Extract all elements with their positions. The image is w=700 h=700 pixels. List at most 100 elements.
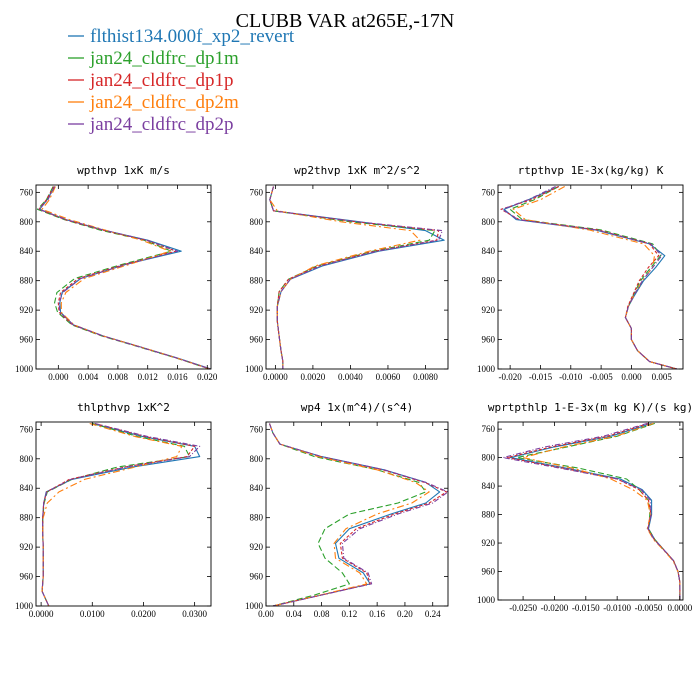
series-line bbox=[39, 186, 212, 370]
y-tick-label: 760 bbox=[20, 424, 34, 434]
x-tick-label: -0.0050 bbox=[635, 603, 663, 613]
series-line bbox=[41, 422, 201, 607]
x-tick-label: 0.004 bbox=[78, 372, 99, 382]
y-tick-label: 840 bbox=[20, 246, 34, 256]
legend-label: jan24_cldfrc_dp2m bbox=[89, 92, 239, 113]
legend-label: jan24_cldfrc_dp2p bbox=[89, 114, 234, 135]
y-tick-label: 880 bbox=[482, 276, 496, 286]
x-tick-label: 0.020 bbox=[197, 372, 218, 382]
panel-title: wp2thvp 1xK m^2/s^2 bbox=[294, 164, 420, 177]
panel-frame bbox=[35, 421, 212, 607]
series-line bbox=[502, 422, 681, 600]
x-tick-label: -0.010 bbox=[559, 372, 583, 382]
legend-label: jan24_cldfrc_dp1p bbox=[89, 70, 234, 91]
x-tick-label: 0.0000 bbox=[667, 603, 692, 613]
panel-frame bbox=[35, 184, 212, 370]
legend: flthist134.000f_xp2_revertjan24_cldfrc_d… bbox=[68, 26, 295, 135]
y-tick-label: 1000 bbox=[477, 595, 496, 605]
panel-2: wp2thvp 1xK m^2/s^2 760 800 840 880 920 960 100… bbox=[245, 164, 449, 382]
y-tick-label: 760 bbox=[482, 187, 496, 197]
series-line bbox=[269, 186, 443, 369]
x-tick-label: 0.012 bbox=[138, 372, 158, 382]
x-tick-label: 0.0040 bbox=[338, 372, 363, 382]
series-line bbox=[509, 186, 678, 370]
x-tick-label: -0.0100 bbox=[603, 603, 631, 613]
x-tick-label: 0.0300 bbox=[182, 609, 207, 619]
y-tick-label: 920 bbox=[482, 305, 496, 315]
y-tick-label: 960 bbox=[250, 572, 264, 582]
x-tick-label: 0.04 bbox=[286, 609, 302, 619]
y-tick-label: 880 bbox=[20, 513, 34, 523]
legend-label: jan24_cldfrc_dp1m bbox=[89, 48, 239, 69]
x-tick-label: 0.000 bbox=[621, 372, 642, 382]
legend-label: flthist134.000f_xp2_revert bbox=[90, 26, 295, 47]
panel-5: wp4 1x(m^4)/(s^4)76080084088092096010000… bbox=[245, 401, 449, 619]
panel-title: wpthvp 1xK m/s bbox=[77, 164, 170, 177]
x-tick-label: -0.015 bbox=[529, 372, 553, 382]
panel-1: wpthvp 1xK m/s 760 800 840 880 920 960 1000 0.00… bbox=[15, 164, 218, 382]
series-line bbox=[500, 186, 678, 370]
x-tick-label: 0.12 bbox=[341, 609, 357, 619]
x-tick-label: 0.0100 bbox=[80, 609, 105, 619]
x-tick-label: 0.08 bbox=[314, 609, 330, 619]
y-tick-label: 760 bbox=[20, 187, 34, 197]
y-tick-label: 1000 bbox=[15, 601, 34, 611]
panel-title: rtpthvp 1E-3x(kg/kg) K bbox=[518, 164, 664, 177]
x-tick-label: 0.0200 bbox=[131, 609, 156, 619]
x-tick-label: 0.005 bbox=[652, 372, 673, 382]
series-line bbox=[501, 186, 678, 370]
y-tick-label: 800 bbox=[482, 453, 496, 463]
x-tick-label: 0.0000 bbox=[29, 609, 54, 619]
series-line bbox=[41, 422, 201, 607]
series-line bbox=[41, 422, 191, 607]
y-tick-label: 960 bbox=[20, 335, 34, 345]
y-tick-label: 960 bbox=[482, 567, 496, 577]
x-tick-label: 0.20 bbox=[397, 609, 413, 619]
series-line bbox=[38, 186, 211, 370]
y-tick-label: 800 bbox=[250, 454, 264, 464]
y-tick-label: 1000 bbox=[15, 364, 34, 374]
y-tick-label: 840 bbox=[482, 481, 496, 491]
series-line bbox=[268, 423, 449, 607]
y-tick-label: 840 bbox=[250, 483, 264, 493]
y-tick-label: 1000 bbox=[245, 601, 264, 611]
series-line bbox=[268, 423, 430, 607]
panel-title: wp4 1x(m^4)/(s^4) bbox=[301, 401, 414, 414]
y-tick-label: 1000 bbox=[477, 364, 496, 374]
y-tick-label: 920 bbox=[20, 542, 34, 552]
panel-frame bbox=[497, 421, 684, 601]
y-tick-label: 760 bbox=[482, 424, 496, 434]
y-tick-label: 960 bbox=[250, 335, 264, 345]
series-line bbox=[38, 186, 211, 370]
series-line bbox=[503, 185, 678, 370]
y-tick-label: 840 bbox=[482, 246, 496, 256]
panel-frame bbox=[265, 421, 449, 607]
x-tick-label: -0.0250 bbox=[509, 603, 537, 613]
series-line bbox=[41, 422, 196, 607]
y-tick-label: 880 bbox=[20, 276, 34, 286]
y-tick-label: 880 bbox=[250, 276, 264, 286]
x-tick-label: 0.008 bbox=[108, 372, 129, 382]
y-tick-label: 800 bbox=[20, 454, 34, 464]
panel-title: wprtpthlp 1-E-3x(m kg K)/(s kg) bbox=[488, 401, 693, 414]
panel-frame bbox=[265, 184, 449, 370]
panel-frame bbox=[497, 184, 684, 370]
x-tick-label: 0.0020 bbox=[301, 372, 326, 382]
x-tick-label: -0.005 bbox=[589, 372, 613, 382]
y-tick-label: 920 bbox=[20, 305, 34, 315]
x-tick-label: 0.016 bbox=[167, 372, 188, 382]
y-tick-label: 1000 bbox=[245, 364, 264, 374]
series-line bbox=[268, 423, 448, 607]
figure-title: CLUBB VAR at265E,-17N bbox=[236, 10, 455, 32]
x-tick-label: 0.24 bbox=[425, 609, 441, 619]
y-tick-label: 920 bbox=[250, 305, 264, 315]
panel-3: rtpthvp 1E-3x(kg/kg) K 760 800 840 880 920 960… bbox=[477, 164, 684, 382]
y-tick-label: 920 bbox=[250, 542, 264, 552]
series-line bbox=[509, 422, 681, 600]
y-tick-label: 960 bbox=[482, 335, 496, 345]
x-tick-label: 0.0080 bbox=[413, 372, 438, 382]
y-tick-label: 840 bbox=[20, 483, 34, 493]
y-tick-label: 760 bbox=[250, 187, 264, 197]
series-line bbox=[268, 423, 427, 607]
